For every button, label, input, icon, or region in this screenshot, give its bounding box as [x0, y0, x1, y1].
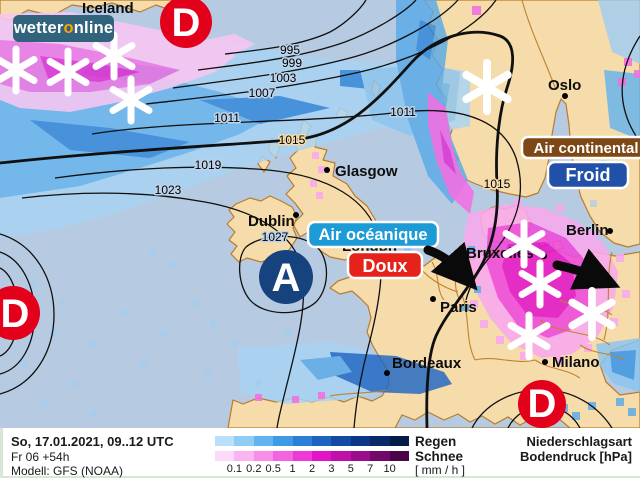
legend-color-step: [370, 451, 390, 461]
low-pressure-bottom-letter: D: [528, 382, 557, 426]
legend-color-step: [311, 451, 332, 461]
isobar-label-999: 999: [282, 56, 302, 70]
legend-tick-values: 0.1 0.2 0.5 1 2 3 5 7 10: [215, 463, 409, 475]
rain-legend-label: Regen: [415, 434, 457, 449]
legend-title-precip-type: Niederschlagsart: [526, 434, 633, 449]
legend-color-step: [389, 436, 409, 446]
high-pressure-center: [259, 250, 313, 304]
isobar-label-1019: 1019: [195, 158, 222, 172]
city-label-paris: Paris: [440, 299, 477, 316]
isobar-label-1011-w: 1011: [214, 111, 240, 125]
legend-bar: So, 17.01.2021, 09..12 UTC Fr 06 +54h Mo…: [0, 428, 640, 478]
froid-box: [546, 160, 630, 190]
legend-color-step: [350, 451, 371, 461]
legend-unit: [ mm / h ]: [415, 463, 466, 477]
valid-datetime: So, 17.01.2021, 09..12 UTC: [11, 434, 174, 449]
legend-color-step: [350, 436, 371, 446]
legend-color-step: [331, 451, 351, 461]
weather-map: 995 999 1003 1007 1011 1011 1015 1015 10…: [0, 0, 640, 429]
region-label-iceland: Iceland: [82, 0, 134, 17]
legend-tick: 0.2: [246, 463, 262, 475]
legend-color-step: [292, 436, 312, 446]
city-dot-bordeaux: [384, 370, 390, 376]
legend-color-step: [234, 436, 254, 446]
legend-color-step: [273, 451, 293, 461]
legend-color-step: [311, 436, 332, 446]
doux-label: Doux: [363, 256, 408, 276]
legend-tick: 0.1: [226, 463, 243, 475]
legend-color-step: [253, 436, 274, 446]
model-run: Fr 06 +54h: [11, 450, 70, 464]
logo-accent-letter: o: [63, 19, 74, 37]
legend-color-step: [215, 451, 235, 461]
air-oceanique-box: [306, 220, 440, 249]
legend-tick: 5: [347, 463, 354, 475]
snow-color-scale: [215, 451, 409, 461]
city-dot-oslo: [562, 93, 568, 99]
froid-label: Froid: [566, 165, 611, 185]
pressure-centers: D D A D: [0, 0, 566, 428]
isobar-label-1011-e: 1011: [390, 105, 416, 119]
logo-text-2: nline: [73, 19, 114, 37]
city-dot-dublin: [293, 212, 299, 218]
legend-tick: 0.5: [265, 463, 281, 475]
legend-tick: 1: [289, 463, 296, 475]
low-pressure-bottom: [518, 380, 566, 428]
isobar-label-995: 995: [280, 43, 300, 57]
city-label-glasgow: Glasgow: [335, 163, 398, 180]
isobar-label-1023: 1023: [155, 183, 182, 197]
legend-color-step: [215, 436, 235, 446]
legend-color-step: [234, 451, 254, 461]
arrow-west: [423, 241, 478, 291]
rain-color-scale: [215, 436, 409, 446]
isobar-label-1003: 1003: [270, 71, 297, 85]
isobar-label-1015-w: 1015: [279, 133, 306, 147]
city-dot-berlin: [607, 228, 613, 234]
high-pressure-letter: A: [272, 256, 301, 300]
air-oceanique-label: Air océanique: [318, 226, 427, 244]
air-mass-tags: Air continental Froid Air océanique Doux: [306, 135, 640, 280]
isobar-label-1027: 1027: [262, 230, 289, 244]
city-label-berlin: Berlin: [566, 222, 609, 239]
map-canvas: 995 999 1003 1007 1011 1011 1015 1015 10…: [0, 0, 640, 429]
arrow-east: [552, 248, 621, 290]
wetteronline-logo[interactable]: wetter o nline: [13, 15, 114, 42]
air-continental-label: Air continental: [533, 140, 638, 157]
doux-box: [346, 250, 424, 280]
legend-color-step: [331, 436, 351, 446]
city-label-bordeaux: Bordeaux: [392, 355, 462, 372]
legend-tick: 2: [308, 463, 316, 475]
air-continental-box: [520, 135, 640, 160]
legend-title-pressure: Bodendruck [hPa]: [520, 449, 632, 464]
legend-color-step: [253, 451, 274, 461]
low-pressure-top: [160, 0, 212, 48]
isobar-label-1007: 1007: [249, 86, 276, 100]
city-label-oslo: Oslo: [548, 77, 581, 94]
isobar-1015-thick: [0, 30, 515, 429]
legend-color-step: [389, 451, 409, 461]
legend-tick: 7: [367, 463, 374, 475]
low-pressure-top-letter: D: [172, 1, 201, 45]
isobar-labels: 995 999 1003 1007 1011 1011 1015 1015 10…: [153, 42, 512, 246]
city-label-dublin: Dublin: [248, 213, 295, 230]
city-dot-paris: [430, 296, 436, 302]
city-dot-glasgow: [324, 167, 330, 173]
legend-color-step: [370, 436, 390, 446]
city-label-milano: Milano: [552, 354, 600, 371]
city-dot-milano: [542, 359, 548, 365]
legend-color-step: [292, 451, 312, 461]
legend-color-step: [273, 436, 293, 446]
legend-tick: 3: [328, 463, 335, 475]
low-pressure-left: [0, 286, 40, 340]
legend-tick: 10: [383, 463, 396, 475]
logo-text-1: wetter: [13, 19, 64, 37]
low-pressure-left-letter: D: [1, 292, 30, 336]
flow-arrows: [423, 241, 621, 291]
snow-legend-label: Schnee: [415, 449, 464, 464]
isobar-label-1015-e: 1015: [484, 177, 511, 191]
model-name: Modell: GFS (NOAA): [11, 464, 124, 478]
isobars: [0, 0, 640, 429]
